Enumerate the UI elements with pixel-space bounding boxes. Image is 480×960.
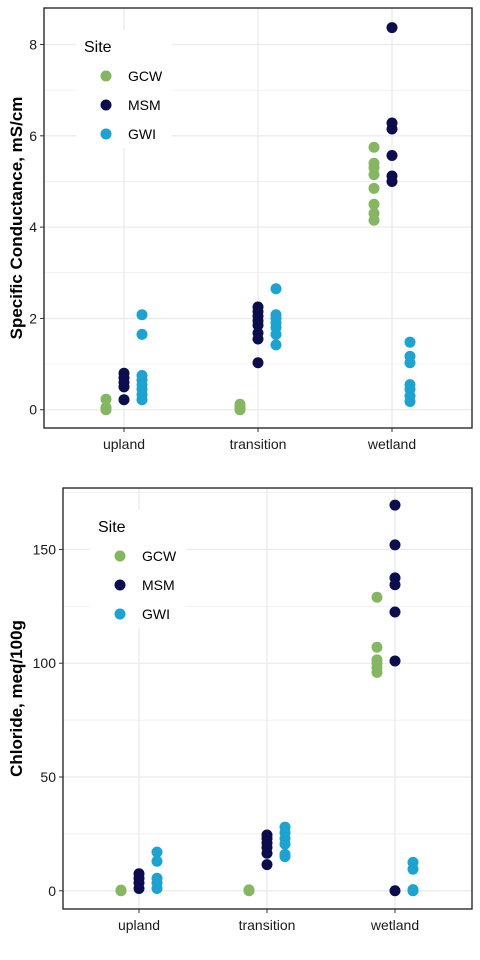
data-point	[389, 885, 401, 897]
data-point	[234, 398, 246, 410]
legend-key-gcw	[114, 550, 126, 562]
y-tick-label: 2	[29, 310, 37, 326]
data-point	[389, 499, 401, 511]
series-gcw	[100, 141, 380, 416]
y-tick-label: 0	[48, 883, 56, 899]
x-tick-label: upland	[103, 436, 145, 452]
data-point	[100, 401, 112, 413]
data-point	[118, 394, 130, 406]
y-tick-label: 50	[40, 769, 56, 785]
legend-label-gcw: GCW	[142, 548, 177, 564]
data-point	[407, 884, 419, 896]
data-point	[115, 884, 127, 896]
data-point	[100, 393, 112, 405]
data-point	[371, 641, 383, 653]
legend: Site GCW MSM GWI	[76, 30, 172, 148]
data-point	[151, 855, 163, 867]
data-point	[386, 170, 398, 182]
data-point	[404, 379, 416, 391]
y-tick-label: 100	[33, 655, 57, 671]
data-point	[252, 357, 264, 369]
chart-panel: Site GCW MSM GWI 0 50 100 150 upland transition we…	[7, 487, 473, 933]
data-point	[386, 149, 398, 161]
legend-key-gwi	[100, 128, 112, 140]
data-point	[368, 157, 380, 169]
data-point	[386, 22, 398, 34]
data-point	[136, 309, 148, 321]
data-point	[279, 821, 291, 833]
x-tick-label: wetland	[370, 917, 419, 933]
data-point	[368, 198, 380, 210]
legend-background	[90, 510, 186, 628]
legend-key-gwi	[114, 608, 126, 620]
y-tick-label: 8	[29, 37, 37, 53]
legend: Site GCW MSM GWI	[90, 510, 186, 628]
data-point	[404, 350, 416, 362]
y-axis-title: Specific Conductance, mS/cm	[7, 97, 26, 340]
data-point	[270, 283, 282, 295]
legend-title: Site	[98, 519, 126, 536]
data-point	[261, 829, 273, 841]
data-point	[386, 117, 398, 129]
data-point	[270, 339, 282, 351]
legend-label-msm: MSM	[128, 97, 161, 113]
data-point	[407, 856, 419, 868]
data-point	[252, 301, 264, 313]
series-gcw	[115, 591, 383, 897]
legend-key-msm	[100, 99, 112, 111]
data-point	[389, 606, 401, 618]
data-point	[151, 872, 163, 884]
legend-key-msm	[114, 579, 126, 591]
y-tick-label: 0	[29, 402, 37, 418]
x-tick-label: transition	[230, 436, 287, 452]
data-point	[389, 572, 401, 584]
data-point	[136, 370, 148, 381]
data-point	[389, 539, 401, 551]
series-gwi	[151, 821, 419, 897]
y-tick-label: 4	[29, 219, 37, 235]
data-point	[118, 367, 130, 379]
data-point	[133, 868, 145, 880]
data-point	[368, 141, 380, 153]
data-point	[404, 336, 416, 348]
data-point	[368, 182, 380, 194]
legend-label-gwi: GWI	[142, 606, 170, 622]
data-point	[136, 328, 148, 340]
chart-panel: Site GCW MSM GWI 0 2 4 6 8 upland transition wetlan…	[7, 7, 473, 452]
legend-label-gwi: GWI	[128, 126, 156, 142]
series-msm	[133, 499, 401, 897]
y-tick-label: 6	[29, 128, 37, 144]
series-msm	[118, 22, 398, 406]
data-point	[261, 859, 273, 871]
data-point	[371, 591, 383, 603]
y-tick-label: 150	[33, 541, 57, 557]
data-point	[252, 327, 264, 339]
data-point	[151, 846, 163, 858]
data-point	[270, 309, 282, 321]
x-tick-label: wetland	[367, 436, 416, 452]
data-point	[389, 655, 401, 667]
legend-background	[76, 30, 172, 148]
legend-label-msm: MSM	[142, 577, 175, 593]
legend-key-gcw	[100, 70, 112, 82]
data-point	[371, 654, 383, 666]
data-point	[279, 848, 291, 860]
series-gwi	[136, 283, 416, 408]
legend-label-gcw: GCW	[128, 68, 163, 84]
legend-title: Site	[84, 39, 112, 56]
y-axis-title: Chloride, meq/100g	[7, 620, 26, 777]
data-point	[368, 207, 380, 219]
x-tick-label: transition	[239, 917, 296, 933]
data-point	[243, 884, 255, 896]
x-tick-label: upland	[118, 917, 160, 933]
